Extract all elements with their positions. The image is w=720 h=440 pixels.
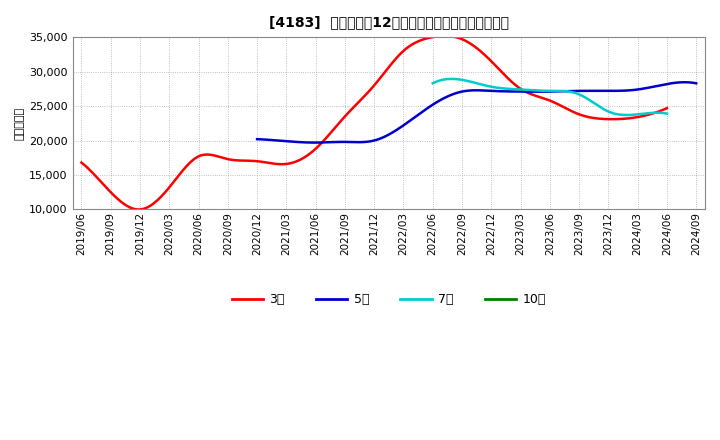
Legend: 3年, 5年, 7年, 10年: 3年, 5年, 7年, 10年 xyxy=(227,288,551,311)
Title: [4183]  当期純利益12か月移動合計の標準偏差の推移: [4183] 当期純利益12か月移動合計の標準偏差の推移 xyxy=(269,15,509,29)
Y-axis label: （百万円）: （百万円） xyxy=(15,107,25,140)
